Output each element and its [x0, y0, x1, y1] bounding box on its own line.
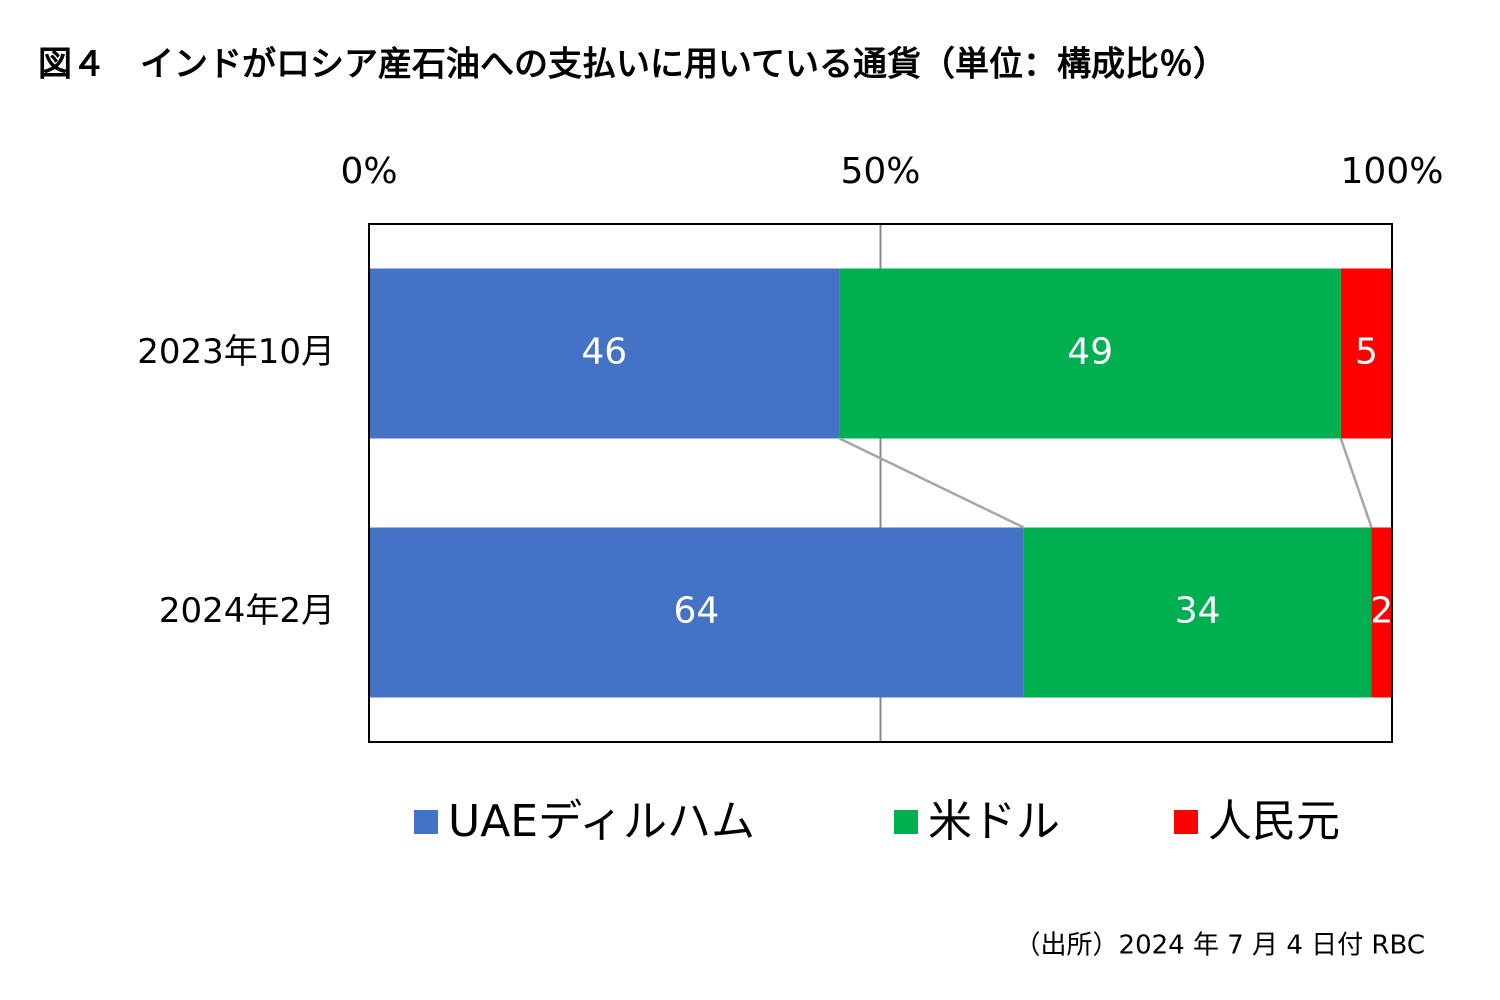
legend-label: 米ドル — [928, 796, 1060, 847]
series-line — [839, 437, 1025, 529]
bar-segment — [369, 268, 840, 439]
bar-segment — [839, 268, 1341, 439]
plot-frame — [368, 223, 1393, 743]
bar-segment — [1023, 527, 1372, 698]
data-label: 64 — [673, 591, 719, 632]
data-label: 2 — [1370, 591, 1393, 632]
x-tick-label: 50% — [840, 151, 920, 192]
chart-title: 図４ インドがロシア産石油への支払いに用いている通貨（単位：構成比％） — [38, 45, 1227, 85]
x-tick-label: 0% — [340, 151, 397, 192]
data-label: 5 — [1355, 332, 1378, 373]
data-label: 34 — [1175, 591, 1221, 632]
y-tick-label: 2023年10月 — [137, 332, 335, 372]
bar-segment — [369, 527, 1024, 698]
series-line — [1339, 438, 1373, 528]
legend-label: UAEディルハム — [448, 796, 755, 847]
bar-segment — [1371, 527, 1392, 698]
x-tick-label: 100% — [1341, 151, 1444, 192]
bar-segment — [1340, 268, 1392, 439]
y-tick-label: 2024年2月 — [159, 591, 335, 631]
source-note: （出所）2024 年 7 月 4 日付 RBC — [1015, 931, 1425, 961]
data-label: 46 — [581, 332, 627, 373]
legend-swatch — [894, 810, 918, 834]
legend-swatch — [1174, 810, 1198, 834]
data-label: 49 — [1067, 332, 1113, 373]
legend-label: 人民元 — [1208, 796, 1340, 847]
legend-swatch — [414, 810, 438, 834]
